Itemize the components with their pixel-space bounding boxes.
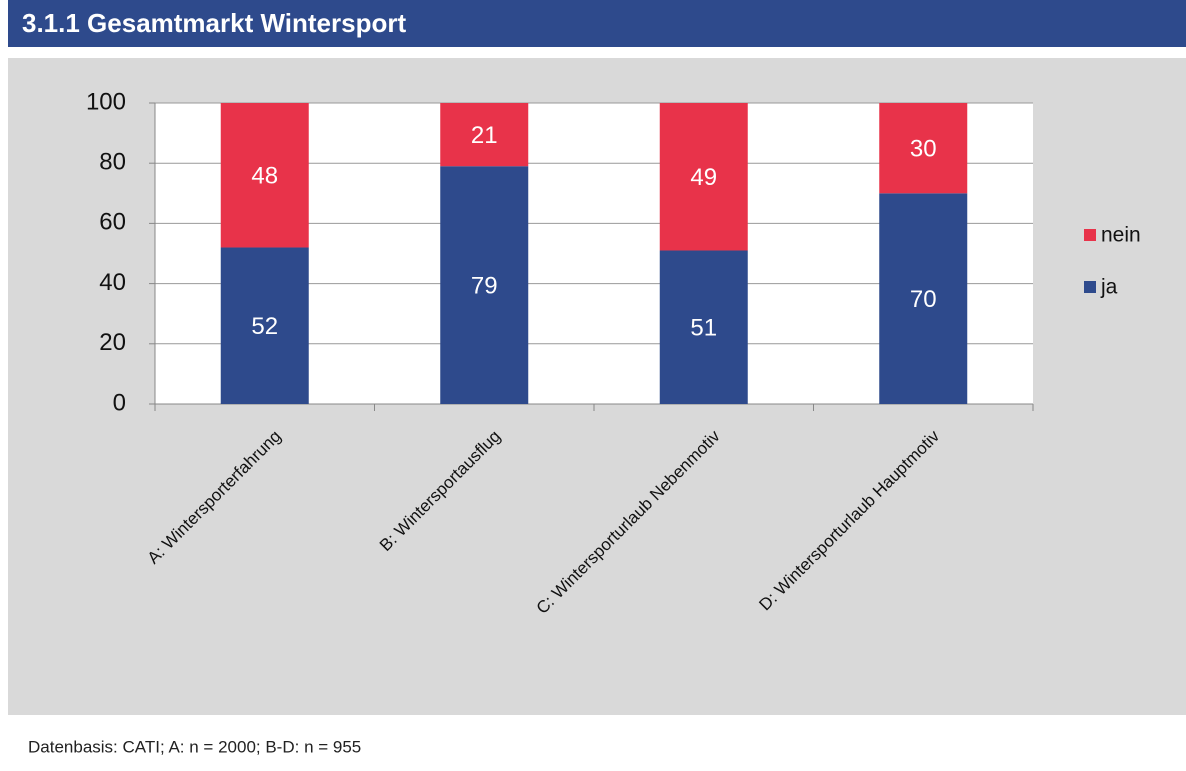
bar-segment bbox=[440, 103, 529, 167]
data-label: 52 bbox=[251, 313, 278, 340]
bar-segment bbox=[659, 250, 748, 404]
data-label: 30 bbox=[910, 135, 937, 162]
y-tick-label: 20 bbox=[99, 329, 126, 356]
data-label: 21 bbox=[471, 122, 498, 149]
data-label: 51 bbox=[690, 315, 717, 342]
legend-label: ja bbox=[1100, 276, 1118, 299]
bar-segment bbox=[659, 103, 748, 251]
data-label: 48 bbox=[251, 163, 278, 190]
y-tick-label: 60 bbox=[99, 209, 126, 236]
legend-label: nein bbox=[1101, 224, 1141, 247]
chart-title: 3.1.1 Gesamtmarkt Wintersport bbox=[22, 8, 406, 38]
data-label: 70 bbox=[910, 286, 937, 313]
bar-segment bbox=[220, 103, 309, 248]
legend-swatch bbox=[1084, 229, 1096, 241]
y-tick-label: 40 bbox=[99, 269, 126, 296]
data-label: 79 bbox=[471, 272, 498, 299]
data-label: 49 bbox=[690, 164, 717, 191]
bar-segment bbox=[220, 247, 309, 404]
legend-swatch bbox=[1084, 281, 1096, 293]
bar-segment bbox=[879, 193, 968, 404]
y-tick-label: 100 bbox=[86, 88, 126, 115]
y-tick-label: 0 bbox=[113, 389, 126, 416]
bar-segment bbox=[879, 103, 968, 194]
header-bar bbox=[8, 0, 1186, 47]
footnote: Datenbasis: CATI; A: n = 2000; B-D: n = … bbox=[28, 737, 361, 756]
y-tick-label: 80 bbox=[99, 149, 126, 176]
bar-segment bbox=[440, 166, 529, 404]
